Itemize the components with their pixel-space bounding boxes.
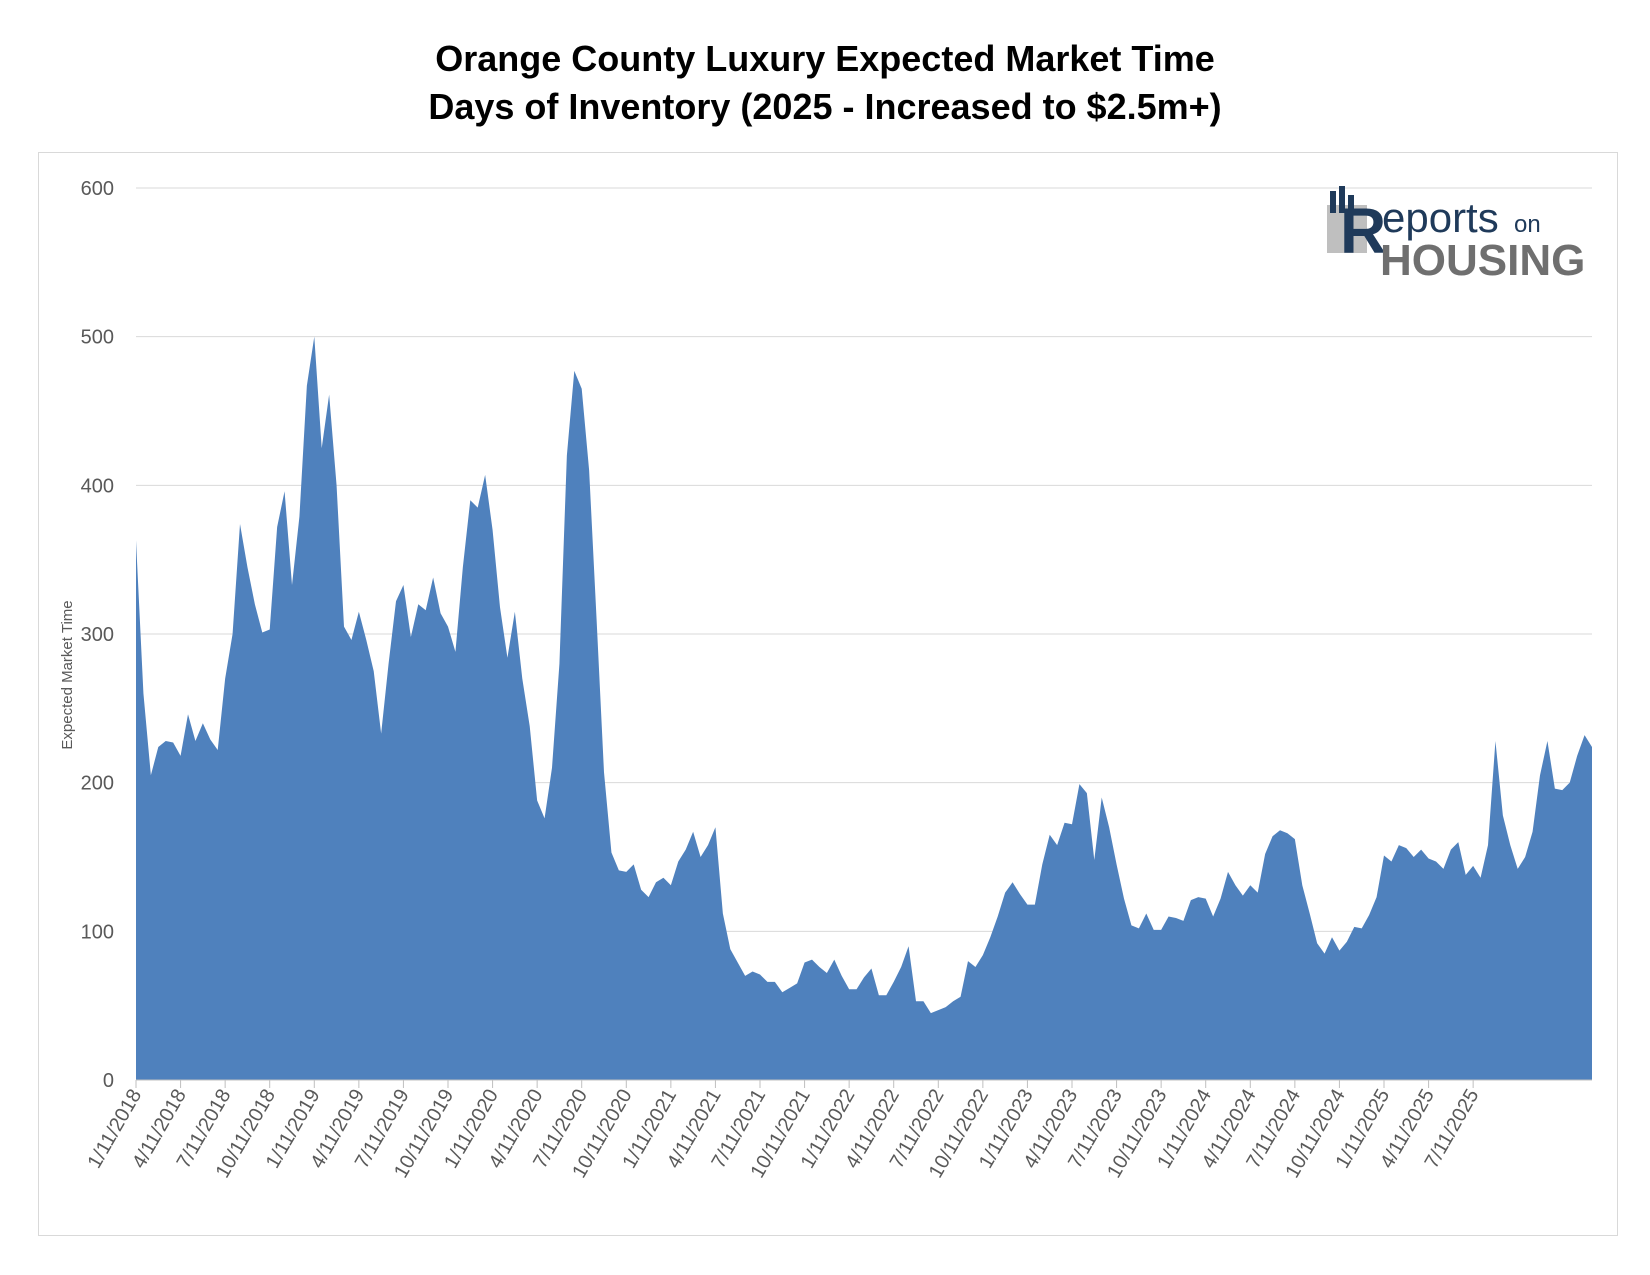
reports-on-housing-logo: R eports on HOUSING <box>1327 186 1585 285</box>
y-tick-label: 0 <box>103 1070 114 1092</box>
x-axis: 1/11/20184/11/20187/11/201810/11/20181/1… <box>84 1079 1592 1182</box>
series <box>136 336 1592 1080</box>
y-tick-label: 400 <box>81 475 114 497</box>
logo-bar-2 <box>1339 186 1345 213</box>
logo-letter-r: R <box>1340 195 1386 267</box>
logo-text-on: on <box>1514 211 1541 238</box>
y-tick-label: 600 <box>81 178 114 200</box>
logo-text-housing: HOUSING <box>1380 236 1585 285</box>
logo-bar-3 <box>1348 195 1354 213</box>
y-axis-label: Expected Market Time <box>59 600 76 749</box>
chart-title: Orange County Luxury Expected Market Tim… <box>435 38 1215 79</box>
y-tick-label: 500 <box>81 327 114 349</box>
area-series <box>136 336 1592 1080</box>
logo-bar-1 <box>1330 191 1336 213</box>
y-tick-label: 300 <box>81 624 114 646</box>
chart-subtitle: Days of Inventory (2025 - Increased to $… <box>428 86 1222 127</box>
y-tick-label: 200 <box>81 773 114 795</box>
y-tick-label: 100 <box>81 921 114 943</box>
y-axis-ticks: 0 100 200 300 400 500 600 <box>81 178 114 1092</box>
chart-frame <box>38 152 1618 1236</box>
logo-text-reports: eports <box>1382 194 1499 241</box>
